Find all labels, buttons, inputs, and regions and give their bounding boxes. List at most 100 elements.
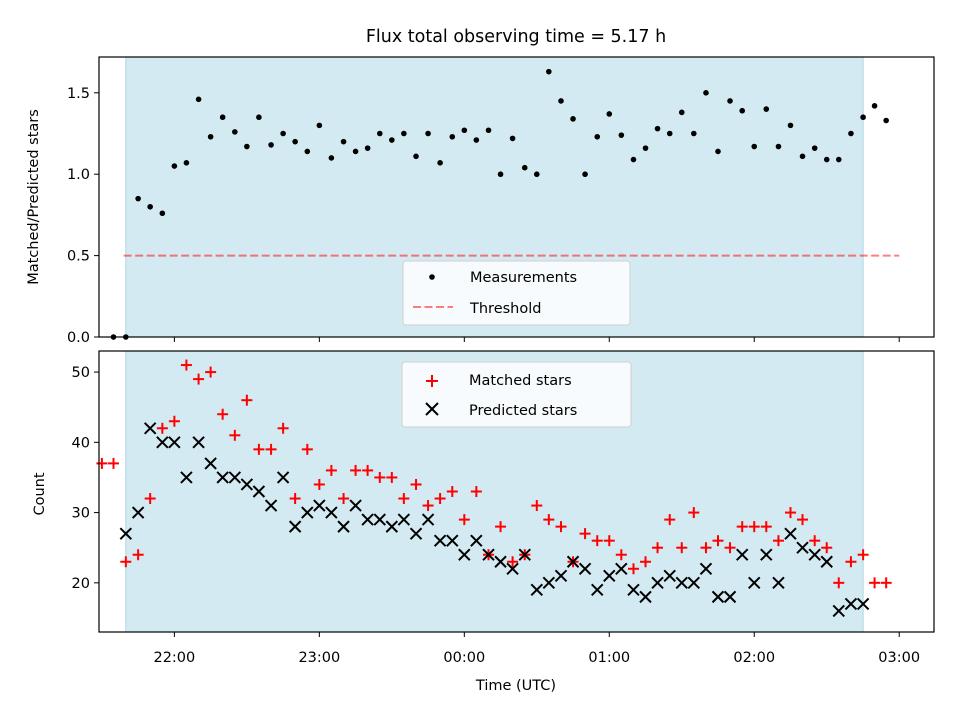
matched-star-point (398, 493, 410, 505)
predicted-star-point (723, 590, 737, 604)
matched-star-point (797, 514, 809, 526)
matched-star-point (410, 478, 422, 490)
measurement-point (268, 142, 274, 148)
matched-star-point (168, 415, 180, 427)
x-tick-label: 01:00 (588, 650, 630, 666)
matched-star-point (627, 563, 639, 575)
predicted-star-point (143, 422, 157, 435)
matched-star-point (809, 535, 821, 547)
measurement-point (449, 133, 456, 140)
measurement-point (787, 122, 794, 129)
measurement-point (461, 127, 468, 134)
measurement-point (883, 117, 889, 124)
measurement-point (147, 203, 153, 210)
predicted-star-point (578, 562, 592, 575)
measurement-point (364, 145, 371, 151)
legend-threshold-label: Threshold (469, 301, 541, 317)
predicted-star-point (760, 548, 773, 561)
top-y-tick-label: 0.5 (67, 249, 90, 265)
x-axis-label: Time (UTC) (475, 678, 556, 694)
predicted-star-point (820, 555, 833, 568)
matched-star-point (180, 359, 192, 371)
predicted-star-point (615, 562, 628, 575)
matched-star-point (603, 535, 615, 547)
predicted-star-point (482, 548, 495, 561)
bottom-y-tick-label: 50 (72, 365, 90, 381)
measurement-point (582, 171, 588, 178)
legend-predicted-marker (425, 402, 439, 416)
matched-star-point (446, 486, 458, 497)
measurement-point (594, 133, 601, 140)
measurement-point (280, 130, 286, 137)
measurement-point (413, 153, 419, 160)
matched-star-point (664, 514, 676, 526)
matched-star-point (422, 500, 434, 512)
measurement-point (678, 109, 685, 116)
measurement-point (509, 135, 516, 142)
predicted-star-point (168, 436, 181, 449)
predicted-star-point (180, 471, 193, 484)
legend-predicted-label: Predicted stars (469, 403, 577, 419)
matched-star-point (386, 471, 398, 483)
measurement-point (256, 114, 262, 121)
predicted-star-point (131, 506, 145, 519)
matched-star-point (107, 457, 119, 469)
matched-star-point (531, 500, 543, 512)
matched-star-point (458, 514, 470, 526)
measurement-point (715, 148, 721, 155)
matched-star-point (144, 493, 156, 505)
predicted-star-point (591, 583, 604, 597)
measurement-point (171, 163, 178, 169)
matched-star-point (724, 542, 736, 554)
predicted-star-point (433, 534, 447, 547)
predicted-star-point (228, 471, 242, 484)
matched-star-point (217, 408, 229, 420)
predicted-star-point (216, 471, 229, 484)
bottom-legend-box (401, 361, 632, 428)
predicted-star-point (566, 555, 580, 568)
measurement-point (835, 156, 842, 163)
predicted-star-point (192, 436, 205, 449)
matched-star-point (120, 556, 132, 568)
measurement-point (304, 148, 311, 155)
predicted-star-point (373, 513, 387, 526)
measurement-point (328, 155, 335, 161)
measurement-point (401, 130, 407, 137)
matched-star-point (869, 577, 881, 589)
predicted-star-point (772, 576, 785, 590)
measurement-point (521, 164, 528, 171)
top-legend-box (402, 260, 631, 326)
matched-star-point (615, 549, 627, 561)
matched-star-point (821, 542, 833, 554)
measurement-point (497, 171, 504, 178)
matched-star-point (676, 542, 688, 554)
measurement-point (848, 130, 854, 137)
bottom-legend: Matched stars Predicted stars (401, 361, 632, 428)
predicted-star-point (240, 478, 254, 491)
top-y-tick-label: 1.0 (67, 167, 90, 183)
measurements-layer (110, 68, 889, 340)
top-y-tick-label: 1.5 (67, 86, 90, 102)
measurement-point (376, 130, 383, 137)
predicted-star-point (119, 527, 133, 540)
bottom-y-ticks: 20 30 40 50 (72, 365, 99, 592)
predicted-star-point (856, 597, 870, 611)
predicted-star-point (264, 499, 278, 512)
matched-star-point (700, 542, 712, 554)
matched-star-point (772, 535, 784, 547)
chart-title: Flux total observing time = 5.17 h (366, 27, 666, 47)
matched-star-point (833, 577, 845, 589)
matched-star-point (253, 443, 265, 455)
predicted-star-point (313, 499, 326, 512)
top-x-ticks (173, 337, 900, 342)
x-tick-label: 00:00 (443, 650, 485, 666)
matched-star-point (132, 549, 144, 561)
measurement-point (352, 148, 359, 155)
predicted-star-point (337, 520, 350, 533)
measurement-point (473, 137, 480, 143)
predicted-star-point (301, 506, 314, 519)
predicted-star-point (651, 576, 664, 590)
matched-star-point (760, 521, 772, 533)
measurement-point (316, 122, 323, 129)
